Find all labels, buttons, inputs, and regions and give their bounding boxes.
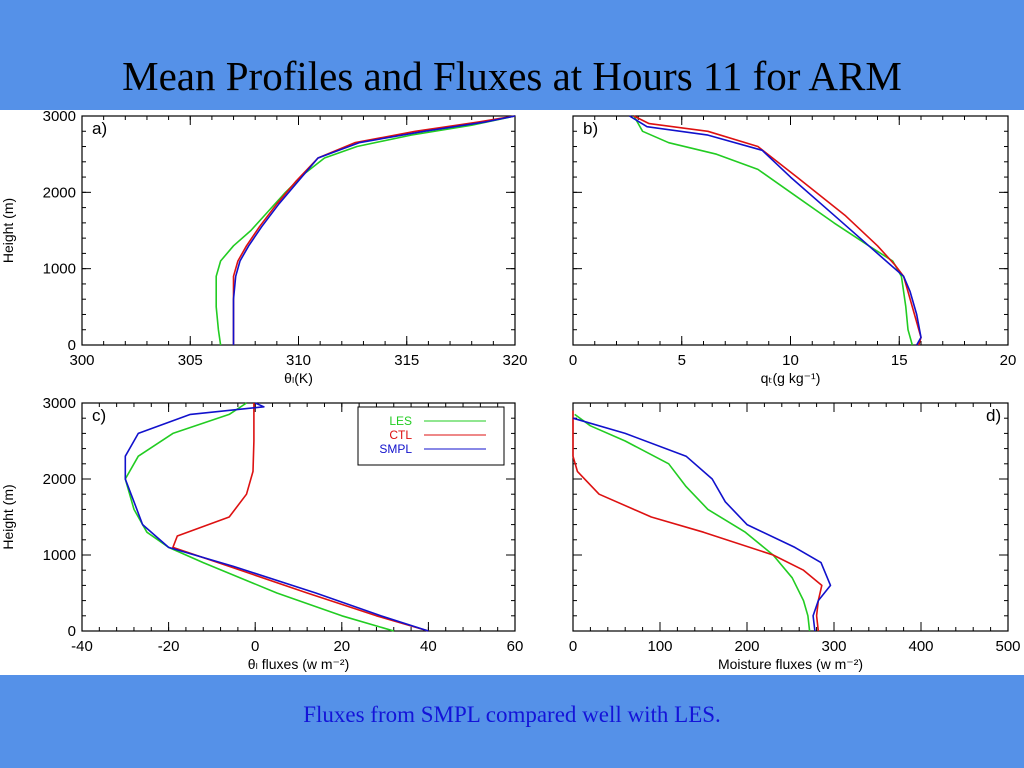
panel-4-frame [572, 402, 1009, 632]
panel-2-label: b) [583, 119, 598, 138]
panel-3-legend-box [357, 406, 505, 466]
panel-1-xtick-label: 305 [178, 352, 203, 369]
panel-2-xtick-label: 5 [678, 352, 686, 369]
panel-3-series-les [124, 402, 395, 632]
panel-1-frame [81, 115, 516, 346]
slide-title: Mean Profiles and Fluxes at Hours 11 for… [122, 53, 902, 99]
panel-1-xtick-label: 300 [69, 352, 94, 369]
slide-caption: Fluxes from SMPL compared well with LES. [303, 702, 721, 727]
panel-3-ytick-label: 0 [68, 623, 76, 640]
panel-1-xtick-label: 320 [502, 352, 527, 369]
panel-2-xtick-label: 10 [782, 352, 799, 369]
panel-2-series-les [633, 115, 914, 346]
panel-2-series-ctl [633, 115, 922, 346]
panel-4-series-les [574, 413, 811, 632]
panel-3-legend-label: SMPL [379, 442, 412, 456]
panel-1-xtick-label: 315 [394, 352, 419, 369]
panel-1-xlabel: θₗ(K) [284, 370, 313, 386]
panel-1-series-ctl [232, 115, 516, 345]
panel-4-xtick-label: 100 [647, 638, 672, 655]
panel-1-ytick-label: 1000 [43, 261, 76, 278]
panel-3-series-smpl [124, 402, 429, 632]
panel-3-legend-label: CTL [389, 428, 412, 442]
panel-2-series-smpl [629, 115, 922, 346]
panel-1-series-les [215, 115, 516, 346]
panel-3-ytick-label: 1000 [43, 547, 76, 564]
panel-4-label: d) [986, 406, 1001, 425]
panel-1-series-smpl [232, 115, 516, 345]
panel-2-xtick-label: 15 [891, 352, 908, 369]
panel-3-xlabel: θₗ fluxes (w m⁻²) [248, 656, 350, 672]
panel-4-series-smpl [572, 417, 832, 632]
figure-panel: 300 305 310 315 320 0 1000 2000 3000 a) θₗ(K) Heigh… [0, 108, 1024, 675]
panel-3-xtick-label: 20 [333, 638, 350, 655]
panel-3-xtick-label: 0 [251, 638, 259, 655]
panel-4-xtick-label: 0 [569, 638, 577, 655]
panel-1-ytick-label: 3000 [43, 110, 76, 125]
panel-3-xtick-label: 40 [420, 638, 437, 655]
panel-1-ytick-label: 2000 [43, 184, 76, 201]
panel-3-ylabel: Height (m) [0, 484, 16, 549]
panel-3-xtick-label: 60 [507, 638, 524, 655]
panel-3-xtick-label: -40 [71, 638, 93, 655]
panel-3-ytick-label: 2000 [43, 471, 76, 488]
panel-3-series-ctl [172, 403, 429, 632]
panel-1-ylabel: Height (m) [0, 198, 16, 263]
panel-4-xtick-label: 300 [821, 638, 846, 655]
panel-1-xtick-label: 310 [286, 352, 311, 369]
panel-2-xlabel: qₜ(g kg⁻¹) [761, 370, 821, 386]
panel-3-frame [81, 402, 516, 632]
panel-3-xtick-label: -20 [158, 638, 180, 655]
panel-3-label: c) [92, 406, 106, 425]
panel-4-xtick-label: 200 [734, 638, 759, 655]
panel-2-frame [572, 115, 1009, 346]
panel-1-ytick-label: 0 [68, 337, 76, 354]
panel-2-xtick-label: 20 [1000, 352, 1017, 369]
panel-2-xtick-label: 0 [569, 352, 577, 369]
panel-4-xtick-label: 400 [908, 638, 933, 655]
panel-4-xlabel: Moisture fluxes (w m⁻²) [718, 656, 863, 672]
figure-svg: 300 305 310 315 3200100020003000a)θₗ(K)Heigh… [0, 108, 1021, 672]
panel-3-legend-label: LES [389, 414, 412, 428]
panel-4-series-ctl [572, 410, 823, 632]
panel-4-xtick-label: 500 [995, 638, 1020, 655]
panel-3-ytick-label: 3000 [43, 395, 76, 412]
panel-1-label: a) [92, 119, 107, 138]
